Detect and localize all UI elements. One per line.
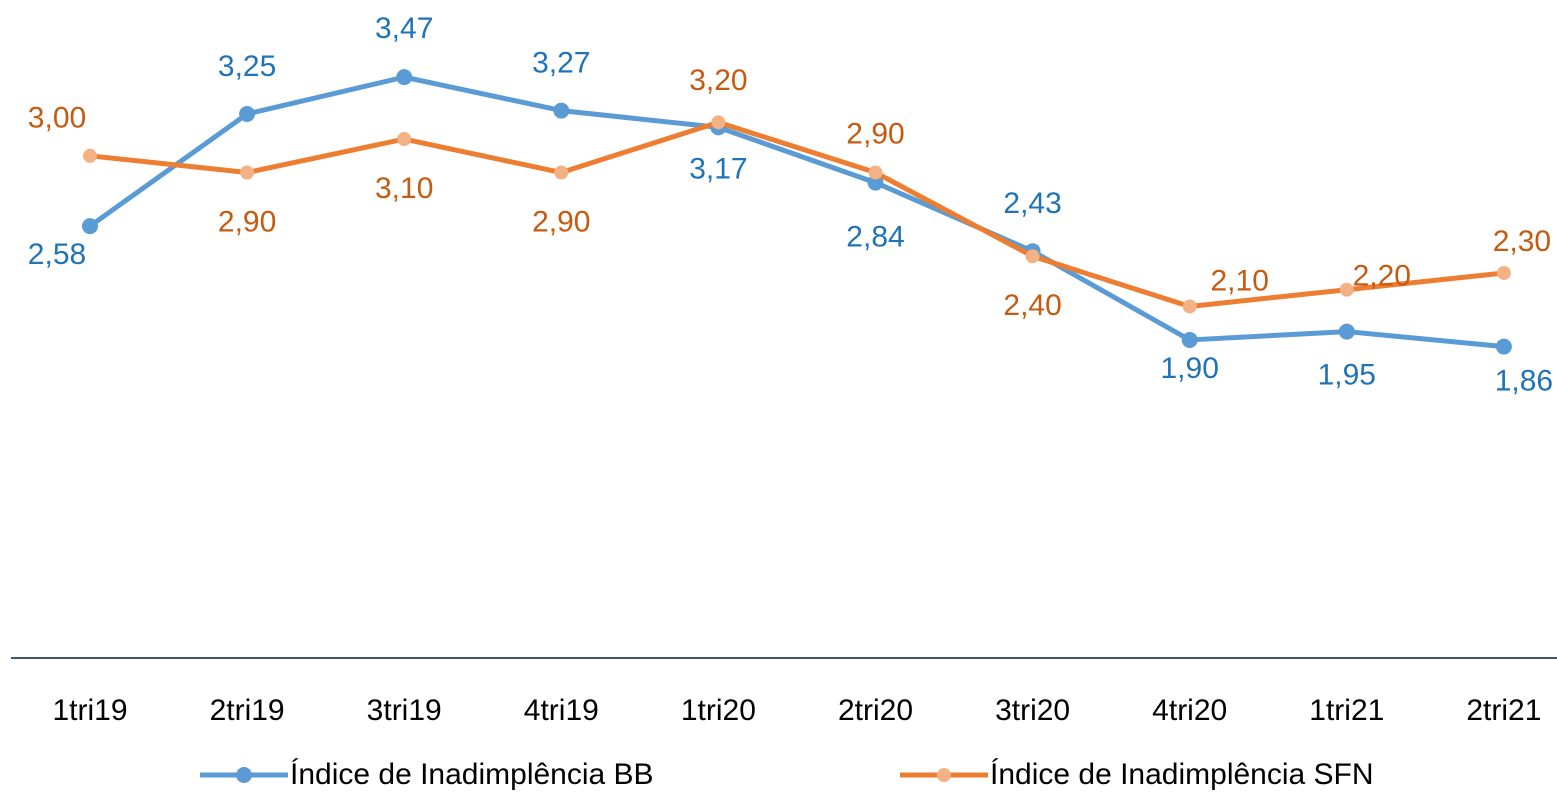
x-tick-label: 3tri19 <box>367 694 442 727</box>
marker <box>711 115 726 130</box>
marker <box>240 165 255 180</box>
marker <box>553 102 570 119</box>
x-tick-label: 4tri20 <box>1152 694 1227 727</box>
x-tick-label: 1tri20 <box>681 694 756 727</box>
data-label: 3,17 <box>689 152 747 185</box>
data-label: 2,10 <box>1211 264 1269 297</box>
legend-marker <box>937 768 951 782</box>
data-label: 2,20 <box>1353 260 1411 293</box>
marker <box>1025 249 1040 264</box>
data-label: 2,90 <box>218 205 276 238</box>
data-label: 3,10 <box>375 172 433 205</box>
series-line <box>89 119 1505 309</box>
x-tick-label: 2tri21 <box>1466 694 1541 727</box>
data-label: 3,25 <box>218 50 276 83</box>
data-label: 2,30 <box>1493 225 1551 258</box>
data-label: 2,58 <box>28 238 86 271</box>
data-label: 1,86 <box>1495 365 1553 398</box>
x-tick-label: 2tri20 <box>838 694 913 727</box>
marker <box>868 165 883 180</box>
x-tick-label: 1tri19 <box>52 694 127 727</box>
x-tick-label: 1tri21 <box>1309 694 1384 727</box>
data-label: 3,20 <box>689 64 747 97</box>
marker <box>1181 331 1198 348</box>
marker <box>396 69 413 86</box>
marker <box>239 105 256 122</box>
marker <box>1338 323 1355 340</box>
x-tick-label: 2tri19 <box>210 694 285 727</box>
data-label: 1,90 <box>1161 352 1219 385</box>
data-label: 3,00 <box>28 102 86 135</box>
marker <box>1339 282 1354 297</box>
marker <box>1495 338 1512 355</box>
marker <box>83 148 97 163</box>
legend-marker <box>236 767 252 783</box>
marker <box>82 218 98 235</box>
data-label: 2,90 <box>532 205 590 238</box>
marker <box>1496 265 1511 280</box>
data-label: 2,84 <box>846 221 904 254</box>
data-label: 2,40 <box>1003 289 1061 322</box>
x-tick-label: 3tri20 <box>995 694 1070 727</box>
x-tick-label: 4tri19 <box>524 694 599 727</box>
marker <box>397 132 412 147</box>
marker <box>867 174 884 191</box>
marker <box>554 165 569 180</box>
legend-label: Índice de Inadimplência SFN <box>990 758 1374 791</box>
marker <box>1182 299 1197 314</box>
data-label: 2,90 <box>846 117 904 150</box>
data-label: 2,43 <box>1003 187 1061 220</box>
data-label: 3,27 <box>532 47 590 80</box>
legend-label: Índice de Inadimplência BB <box>290 758 654 791</box>
series-line <box>88 74 1505 350</box>
data-label: 1,95 <box>1318 358 1376 391</box>
data-label: 3,47 <box>375 12 433 45</box>
